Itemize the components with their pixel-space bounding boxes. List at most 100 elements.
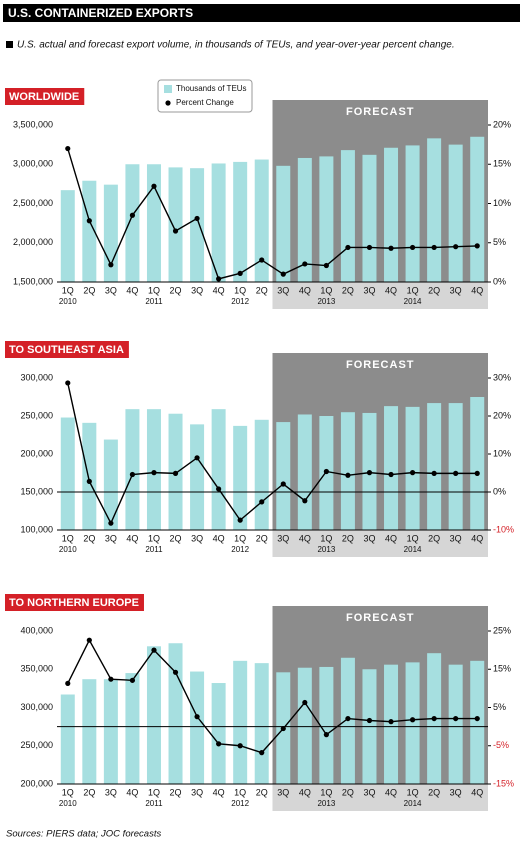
point [302, 261, 308, 267]
x-tick-label: 3Q [277, 787, 289, 797]
bar [319, 156, 334, 282]
point [474, 470, 480, 476]
x-tick-label: 3Q [191, 285, 203, 295]
point [194, 714, 200, 720]
source: Sources: PIERS data; JOC forecasts [6, 829, 161, 840]
point [237, 517, 243, 523]
x-group-label: 2013 [317, 545, 335, 554]
x-group-label: 2011 [145, 799, 163, 808]
bar [211, 409, 226, 530]
x-tick-label: 3Q [363, 787, 375, 797]
bar [297, 157, 312, 282]
point [194, 455, 200, 461]
y-tick-label: 3,000,000 [13, 159, 53, 169]
bar [340, 150, 355, 282]
bar [190, 671, 205, 784]
point [345, 472, 351, 478]
x-tick-label: 2Q [428, 787, 440, 797]
y2-tick-label: 0% [493, 486, 506, 496]
x-tick-label: 2Q [83, 533, 95, 543]
bullet [6, 41, 13, 48]
x-group-label: 2012 [231, 297, 249, 306]
x-tick-label: 4Q [213, 533, 225, 543]
point [323, 262, 329, 269]
chart-title: WORLDWIDE [9, 91, 79, 103]
bar [384, 664, 399, 784]
point [453, 715, 459, 722]
x-tick-label: 1Q [407, 533, 419, 543]
bar [297, 667, 312, 784]
x-tick-label: 2Q [256, 285, 268, 295]
x-tick-label: 2Q [170, 285, 182, 295]
y-tick-label: 350,000 [20, 664, 53, 674]
x-group-label: 2011 [145, 297, 163, 306]
point [388, 245, 394, 251]
bar [384, 406, 399, 530]
y2-tick-label: 20% [493, 119, 511, 129]
bar [211, 163, 226, 282]
x-tick-label: 1Q [234, 285, 246, 295]
y2-tick-label: 25% [493, 625, 511, 635]
bar [82, 422, 97, 530]
x-tick-label: 1Q [407, 285, 419, 295]
point [151, 647, 157, 653]
y-tick-label: 1,500,000 [13, 276, 53, 286]
bar [125, 673, 140, 784]
chart-title: TO SOUTHEAST ASIA [9, 344, 124, 356]
line [67, 382, 478, 525]
point [474, 715, 480, 722]
bar [82, 180, 97, 282]
y-tick-label: 3,500,000 [13, 119, 53, 129]
x-tick-label: 3Q [363, 533, 375, 543]
point [86, 637, 92, 643]
chart-title: TO NORTHERN EUROPE [9, 597, 139, 609]
x-group-label: 2012 [231, 545, 249, 554]
bar [470, 397, 485, 530]
y2-tick-label: 0% [493, 276, 506, 286]
point [237, 743, 243, 749]
x-tick-label: 3Q [450, 285, 462, 295]
y-tick-label: 250,000 [20, 740, 53, 750]
x-tick-label: 3Q [277, 285, 289, 295]
x-group-label: 2010 [59, 799, 77, 808]
bar [448, 664, 463, 784]
bar [146, 164, 161, 282]
point [151, 183, 157, 189]
bar [405, 662, 420, 784]
point [474, 243, 480, 249]
x-tick-label: 2Q [170, 533, 182, 543]
point [280, 725, 286, 732]
y-tick-label: 200,000 [20, 778, 53, 788]
point [280, 271, 286, 277]
x-tick-label: 1Q [62, 787, 74, 797]
subtitle: U.S. actual and forecast export volume, … [17, 40, 455, 51]
x-tick-label: 3Q [105, 533, 117, 543]
x-tick-label: 1Q [320, 533, 332, 543]
y-tick-label: 300,000 [20, 372, 53, 382]
bar [297, 414, 312, 530]
bar [125, 409, 140, 530]
x-tick-label: 4Q [126, 787, 138, 797]
x-tick-label: 4Q [213, 285, 225, 295]
bar [60, 417, 75, 530]
point [409, 244, 416, 251]
bar [384, 147, 399, 282]
y-tick-label: 2,000,000 [13, 237, 53, 247]
point [366, 717, 373, 724]
legend-swatch [164, 85, 172, 93]
x-tick-label: 4Q [385, 787, 397, 797]
x-tick-label: 1Q [148, 787, 160, 797]
x-tick-label: 4Q [299, 533, 311, 543]
chart-title-badge [5, 341, 129, 358]
point [129, 471, 136, 478]
x-group-label: 2012 [231, 799, 249, 808]
point [323, 468, 329, 475]
legend-box [157, 79, 253, 113]
x-tick-label: 1Q [320, 787, 332, 797]
bar [276, 422, 291, 530]
bar [362, 154, 377, 282]
point [129, 677, 136, 683]
bar [211, 683, 226, 784]
point [259, 750, 265, 756]
